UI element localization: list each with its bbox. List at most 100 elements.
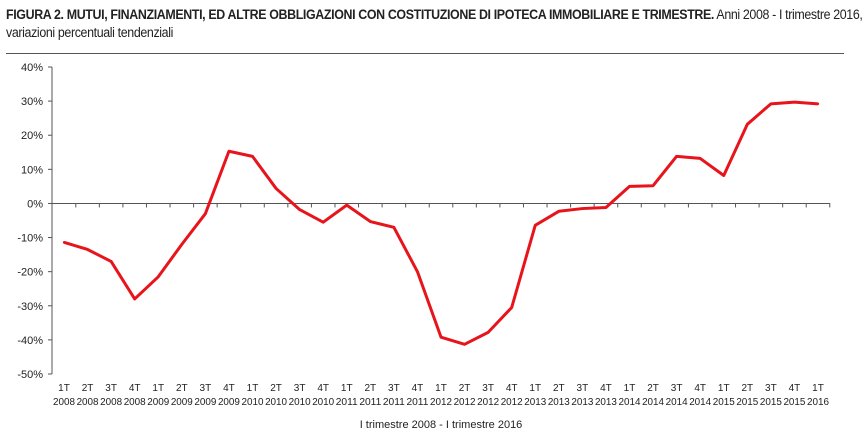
x-axis-label: I trimestre 2008 - I trimestre 2016 <box>360 419 523 431</box>
x-tick-label-year: 2014 <box>689 397 711 408</box>
x-tick-label-quarter: 1T <box>58 383 70 394</box>
x-tick-label-year: 2010 <box>242 397 264 408</box>
x-tick-label-quarter: 4T <box>600 383 612 394</box>
x-tick-label-quarter: 2T <box>553 383 565 394</box>
x-tick-label-quarter: 1T <box>152 383 164 394</box>
x-tick-label-year: 2010 <box>265 397 287 408</box>
data-point <box>86 248 89 251</box>
x-tick-label-year: 2015 <box>783 397 805 408</box>
x-tick-label-quarter: 2T <box>741 383 753 394</box>
data-point <box>628 185 631 188</box>
x-tick-label-year: 2011 <box>359 397 381 408</box>
x-tick-label-quarter: 4T <box>506 383 518 394</box>
data-point <box>321 221 325 224</box>
data-point <box>62 241 66 244</box>
data-point <box>180 243 184 246</box>
data-point <box>510 306 513 309</box>
y-axis: 40% 30% 20% 10% 0% -10% -20% -30% -40% -50% <box>17 62 53 381</box>
series-line <box>63 100 819 346</box>
x-tick-label-year: 2012 <box>430 397 452 408</box>
x-tick-label-year: 2009 <box>194 397 216 408</box>
x-tick-label-year: 2008 <box>100 397 122 408</box>
data-point <box>675 155 678 158</box>
x-tick-label-quarter: 4T <box>223 383 235 394</box>
data-point <box>557 210 561 213</box>
x-tick-label-quarter: 2T <box>364 383 376 394</box>
x-tick-label-year: 2013 <box>548 397 570 408</box>
chart-subtitle: Anni 2008 - I trimestre 2016, variazioni… <box>6 7 863 40</box>
y-tick-label: -10% <box>17 233 43 245</box>
x-tick-label-year: 2010 <box>312 397 334 408</box>
x-tick-label-year: 2008 <box>124 397 146 408</box>
x-tick-label-year: 2014 <box>642 397 664 408</box>
x-tick-label-quarter: 3T <box>200 383 212 394</box>
data-point <box>534 224 537 227</box>
y-tick-label: 20% <box>21 130 43 142</box>
x-tick-label-year: 2009 <box>218 397 240 408</box>
data-point <box>369 220 372 223</box>
data-point <box>604 206 608 209</box>
x-tick-label-quarter: 3T <box>765 383 777 394</box>
x-tick-label-year: 2010 <box>289 397 311 408</box>
x-tick-label-quarter: 4T <box>694 383 706 394</box>
data-point <box>463 343 466 346</box>
y-tick-label: -30% <box>17 301 43 313</box>
y-tick-label: 10% <box>21 164 43 176</box>
x-tick-label-quarter: 4T <box>129 383 141 394</box>
data-point <box>298 208 301 211</box>
data-point <box>227 150 231 153</box>
x-tick-label-year: 2014 <box>619 397 641 408</box>
data-point <box>746 123 749 126</box>
x-tick-label-quarter: 4T <box>789 383 801 394</box>
x-tick-label-quarter: 1T <box>247 383 259 394</box>
data-point <box>204 212 207 215</box>
x-tick-label-year: 2009 <box>147 397 169 408</box>
x-tick-label-quarter: 1T <box>718 383 730 394</box>
data-point <box>251 155 254 158</box>
y-tick-label: 30% <box>21 96 43 108</box>
x-axis: 1T 2008 2T 2008 3T 2008 4T 2008 1T 2009 2T 2009 3T 20… <box>52 202 831 408</box>
x-tick-label-quarter: 2T <box>459 383 471 394</box>
x-tick-label-quarter: 3T <box>671 383 683 394</box>
chart-title: FIGURA 2. MUTUI, FINANZIAMENTI, ED ALTRE… <box>6 6 866 42</box>
x-tick-label-quarter: 2T <box>270 383 282 394</box>
x-tick-label-quarter: 1T <box>812 383 824 394</box>
x-tick-label-year: 2015 <box>736 397 758 408</box>
data-point <box>109 260 113 263</box>
x-tick-label-year: 2014 <box>666 397 688 408</box>
x-tick-label-year: 2008 <box>53 397 75 408</box>
data-point <box>651 184 655 187</box>
x-tick-label-year: 2011 <box>383 397 405 408</box>
x-tick-label-year: 2015 <box>713 397 735 408</box>
x-tick-label-year: 2009 <box>171 397 193 408</box>
y-tick-label: -20% <box>17 267 43 279</box>
x-tick-label-quarter: 3T <box>577 383 589 394</box>
x-tick-label-quarter: 3T <box>388 383 400 394</box>
x-tick-label-year: 2008 <box>77 397 99 408</box>
data-point <box>486 331 490 334</box>
data-point <box>345 203 348 207</box>
data-point <box>698 157 702 160</box>
data-point <box>392 226 396 229</box>
data-point <box>274 187 278 190</box>
y-tick-label: -50% <box>17 369 43 381</box>
x-tick-label-year: 2011 <box>406 397 428 408</box>
x-tick-label-quarter: 3T <box>482 383 494 394</box>
data-point <box>581 207 584 210</box>
x-tick-label-year: 2013 <box>595 397 617 408</box>
x-tick-label-year: 2012 <box>454 397 476 408</box>
data-point <box>133 297 136 301</box>
y-tick-label: 40% <box>21 62 43 74</box>
data-point <box>816 102 820 106</box>
x-tick-label-year: 2013 <box>524 397 546 408</box>
x-tick-label-quarter: 1T <box>624 383 636 394</box>
x-tick-label-quarter: 3T <box>294 383 306 394</box>
x-tick-label-quarter: 2T <box>647 383 659 394</box>
x-tick-label-quarter: 4T <box>317 383 329 394</box>
x-tick-label-quarter: 1T <box>341 383 353 394</box>
title-main: FIGURA 2. MUTUI, FINANZIAMENTI, ED ALTRE… <box>6 7 715 22</box>
x-tick-label-quarter: 2T <box>176 383 188 394</box>
data-point <box>769 102 773 106</box>
x-tick-label-year: 2012 <box>501 397 523 408</box>
